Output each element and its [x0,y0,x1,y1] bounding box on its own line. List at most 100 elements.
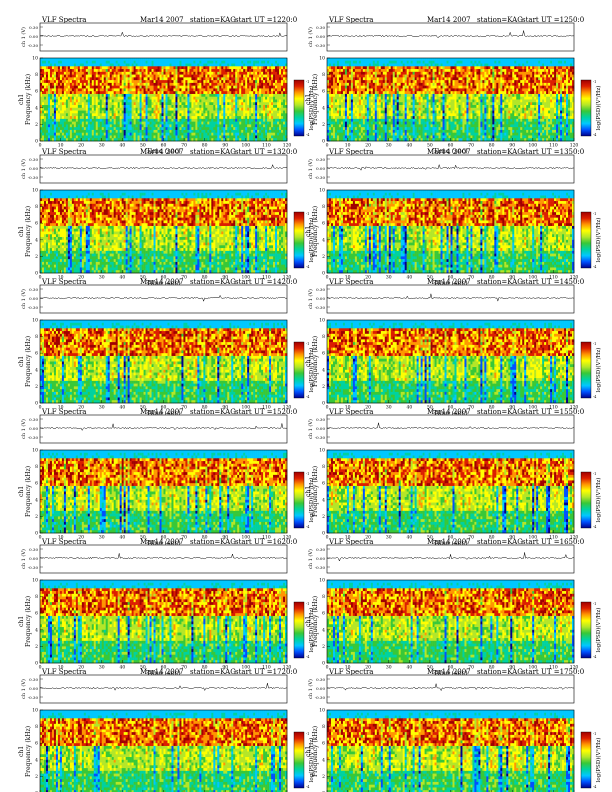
spectrogram-cell [474,64,476,67]
spectrogram-cell [409,58,411,61]
spectrogram-cell [351,72,353,75]
spectrogram-cell [460,80,462,83]
spectrogram-cell [397,64,399,67]
spectrogram-cell [58,111,60,114]
spectrogram-cell [277,122,279,125]
spectrogram-cell [355,61,357,64]
spectrogram-cell [329,66,331,69]
spectrogram-cell [160,69,162,72]
spectrogram-cell [478,64,480,67]
spectrogram-cell [502,80,504,83]
spectrogram-cell [78,105,80,108]
spectrogram-cell [443,80,445,83]
spectrogram-cell [68,124,70,127]
spectrogram-cell [108,116,110,119]
spectrogram-cell [205,133,207,136]
spectrogram-cell [223,94,225,97]
spectrogram-cell [146,86,148,89]
spectrogram-cell [199,116,201,119]
spectrogram-cell [116,69,118,72]
spectrogram-cell [339,66,341,69]
spectrogram-cell [183,66,185,69]
spectrogram-cell [132,58,134,61]
waveform-frame [327,23,574,51]
spectrogram-cell [173,75,175,78]
spectrogram-cell [156,94,158,97]
spectrogram-cell [253,124,255,127]
spectrogram-cell [62,58,64,61]
spectrogram-cell [165,75,167,78]
spectrogram-cell [150,72,152,75]
spectrogram-cell [82,122,84,125]
spectrogram-cell [156,91,158,94]
spectrogram-cell [104,61,106,64]
spectrogram-cell [165,133,167,136]
y-tick-label: 2 [35,122,38,128]
spectrogram-cell [199,83,201,86]
spectrogram-cell [239,77,241,80]
spectrogram-cell [357,75,359,78]
spectrogram-cell [363,83,365,86]
spectrogram-cell [112,64,114,67]
spectrogram-cell [393,61,395,64]
spectrogram-cell [96,135,98,138]
spectrogram-cell [165,105,167,108]
spectrogram-cell [116,105,118,108]
spectrogram-cell [223,127,225,130]
spectrogram-cell [181,135,183,138]
spectrogram-cell [215,111,217,114]
spectrogram-cell [504,77,506,80]
spectrogram-cell [451,64,453,67]
spectrogram-cell [58,119,60,122]
spectrogram-cell [74,80,76,83]
spectrogram-cell [526,72,528,75]
spectrogram-cell [484,80,486,83]
spectrogram-cell [46,102,48,105]
spectrogram-cell [124,64,126,67]
spectrogram-cell [138,105,140,108]
spectrogram-cell [201,127,203,130]
spectrogram-cell [48,133,50,136]
spectrogram-cell [62,130,64,133]
spectrogram-cell [167,69,169,72]
spectrogram-cell [100,88,102,91]
spectrogram-cell [245,133,247,136]
spectrogram-cell [199,111,201,114]
spectrogram-cell [417,80,419,83]
spectrogram-cell [227,130,229,133]
spectrogram-cell [167,105,169,108]
spectrogram-cell [152,100,154,103]
spectrogram-cell [122,100,124,103]
spectrogram-cell [355,66,357,69]
spectrogram-cell [215,116,217,119]
spectrogram-cell [277,83,279,86]
spectrogram-cell [120,58,122,61]
spectrogram-cell [52,64,54,67]
spectrogram-cell [570,66,572,69]
spectrogram-cell [247,105,249,108]
spectrogram-cell [134,58,136,61]
spectrogram-cell [70,135,72,138]
spectrogram-cell [116,111,118,114]
spectrogram-cell [235,100,237,103]
spectrogram-cell [249,127,251,130]
spectrogram-cell [44,64,46,67]
spectrogram-cell [233,102,235,105]
spectrogram-cell [48,75,50,78]
spectrogram-cell [156,58,158,61]
spectrogram-cell [255,91,257,94]
spectrogram-cell [52,127,54,130]
spectrogram-cell [58,72,60,75]
spectrogram-cell [433,72,435,75]
spectrogram-cell [516,69,518,72]
spectrogram-cell [197,97,199,100]
spectrogram-cell [134,83,136,86]
spectrogram-cell [193,97,195,100]
spectrogram-cell [84,122,86,125]
spectrogram-cell [239,91,241,94]
spectrogram-cell [199,91,201,94]
spectrogram-cell [138,80,140,83]
spectrogram-cell [389,58,391,61]
spectrogram-cell [476,72,478,75]
spectrogram-cell [269,113,271,116]
